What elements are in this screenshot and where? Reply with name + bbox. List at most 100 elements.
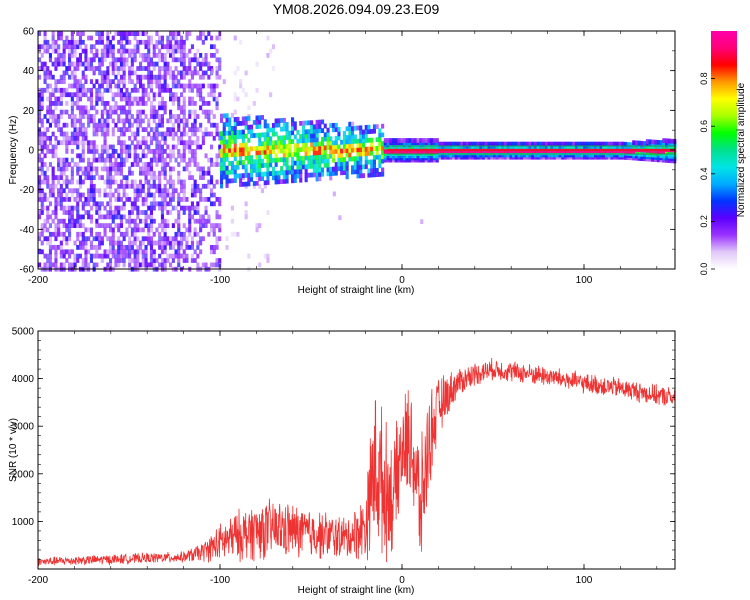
- spectrogram-cell: [315, 163, 319, 169]
- spectrogram-cell: [225, 122, 229, 127]
- spectrogram-cell: [182, 131, 186, 137]
- spectrogram-cell: [215, 223, 219, 228]
- spectrogram-cell: [345, 174, 349, 180]
- spectrogram-cell: [280, 135, 284, 141]
- spectrogram-cell: [141, 249, 145, 255]
- spectrogram-cell: [274, 131, 278, 137]
- spectrogram-cell: [381, 145, 385, 151]
- spectrogram-cell: [196, 188, 200, 194]
- spectrogram-cell: [460, 141, 464, 147]
- spectrogram-cell: [177, 249, 181, 255]
- spectrogram-cell: [169, 170, 173, 176]
- spectrogram-cell: [48, 223, 52, 228]
- spectrogram-cell: [490, 141, 494, 147]
- spectrogram-cell: [263, 171, 267, 177]
- spectrogram-cell: [136, 162, 140, 167]
- spectrogram-cell: [370, 172, 374, 178]
- spectrogram-cell: [100, 236, 104, 242]
- spectrogram-cell: [193, 162, 197, 167]
- spectrogram-cell: [381, 171, 385, 177]
- spectrogram-cell: [312, 150, 316, 156]
- spectrogram-cell: [62, 197, 66, 202]
- x-tick-label: -100: [210, 575, 230, 586]
- spectrogram-cell: [435, 138, 439, 143]
- spectrogram-cell: [111, 166, 115, 172]
- spectrogram-cell: [190, 192, 194, 198]
- spectrogram-cell: [163, 192, 167, 198]
- spectrogram-cell: [149, 214, 153, 220]
- spectrogram-cell: [171, 53, 175, 58]
- spectrogram-cell: [133, 70, 137, 76]
- spectrogram-cell: [84, 105, 88, 111]
- spectrogram-cell: [185, 66, 189, 71]
- spectrogram-cell: [196, 253, 200, 259]
- spectrogram-cell: [215, 262, 219, 268]
- spectrogram-cell: [136, 140, 140, 146]
- spectrogram-cell: [54, 197, 58, 202]
- spectrogram-cell: [473, 141, 477, 147]
- spectrogram-cell: [331, 149, 335, 154]
- spectrogram-cell: [228, 121, 232, 127]
- spectrogram-cell: [81, 74, 85, 80]
- spectrogram-cell: [40, 188, 44, 194]
- spectrogram-cell: [78, 109, 82, 115]
- spectrogram-cell: [250, 146, 254, 152]
- spectrogram-cell: [285, 156, 289, 162]
- spectrogram-cell: [81, 61, 85, 67]
- spectrogram-cell: [122, 53, 126, 58]
- spectrogram-cell: [119, 231, 123, 237]
- spectrogram-cell: [255, 146, 259, 151]
- spectrogram-cell: [244, 164, 248, 170]
- spectrogram-cell: [266, 127, 270, 133]
- spectrogram-cell: [111, 144, 115, 150]
- spectrogram-cell: [356, 147, 360, 153]
- spectrogram-cell: [139, 188, 143, 194]
- spectrogram-cell: [572, 141, 576, 147]
- spectrogram-cell: [114, 197, 118, 202]
- spectrogram-cell: [89, 57, 93, 63]
- spectrogram-cell: [40, 61, 44, 67]
- spectrogram-cell: [201, 83, 205, 89]
- spectrogram-cell: [46, 127, 50, 132]
- spectrogram-cell: [182, 183, 186, 189]
- spectrogram-cell: [188, 214, 192, 220]
- spectrogram-cell: [193, 227, 197, 233]
- spectrogram-cell: [48, 114, 52, 119]
- spectrogram-cell: [57, 162, 61, 167]
- spectrogram-cell: [174, 188, 178, 194]
- spectrogram-cell: [258, 172, 262, 177]
- spectrogram-cell: [618, 141, 622, 147]
- spectrogram-cell: [119, 157, 123, 163]
- spectrogram-cell: [250, 155, 254, 160]
- spectrogram-cell: [117, 31, 121, 36]
- spectrogram-cell: [59, 245, 63, 250]
- spectrogram-cell: [78, 253, 82, 259]
- spectrogram-cell: [73, 66, 77, 71]
- spectrogram-cell: [106, 66, 110, 71]
- spectrogram-cell: [46, 258, 50, 263]
- spectrogram-cell: [345, 143, 349, 149]
- spectrogram-cell: [144, 166, 148, 172]
- spectrogram-cell: [43, 61, 47, 67]
- spectrogram-cell: [87, 188, 91, 194]
- spectrogram-cell: [315, 159, 319, 164]
- spectrogram-cell: [210, 245, 214, 250]
- spectrogram-cell: [225, 156, 229, 162]
- spectrogram-cell: [199, 170, 203, 176]
- spectrogram-cell: [117, 223, 121, 228]
- spectrogram-cell: [182, 101, 186, 106]
- spectrogram-cell: [204, 114, 208, 119]
- spectrogram-cell: [210, 201, 214, 207]
- spectrogram-cell: [139, 218, 143, 224]
- spectrogram-cell: [106, 179, 110, 185]
- spectrogram-cell: [199, 83, 203, 89]
- spectrogram-cell: [111, 192, 115, 198]
- spectrogram-cell: [122, 214, 126, 220]
- spectrogram-cell: [155, 92, 159, 98]
- spectrogram-cell: [70, 31, 74, 36]
- spectrogram-cell: [133, 118, 137, 124]
- spectrogram-cell: [95, 231, 99, 237]
- spectrogram-cell: [125, 31, 129, 36]
- spectrogram-cell: [190, 245, 194, 250]
- spectrogram-cell: [54, 210, 58, 215]
